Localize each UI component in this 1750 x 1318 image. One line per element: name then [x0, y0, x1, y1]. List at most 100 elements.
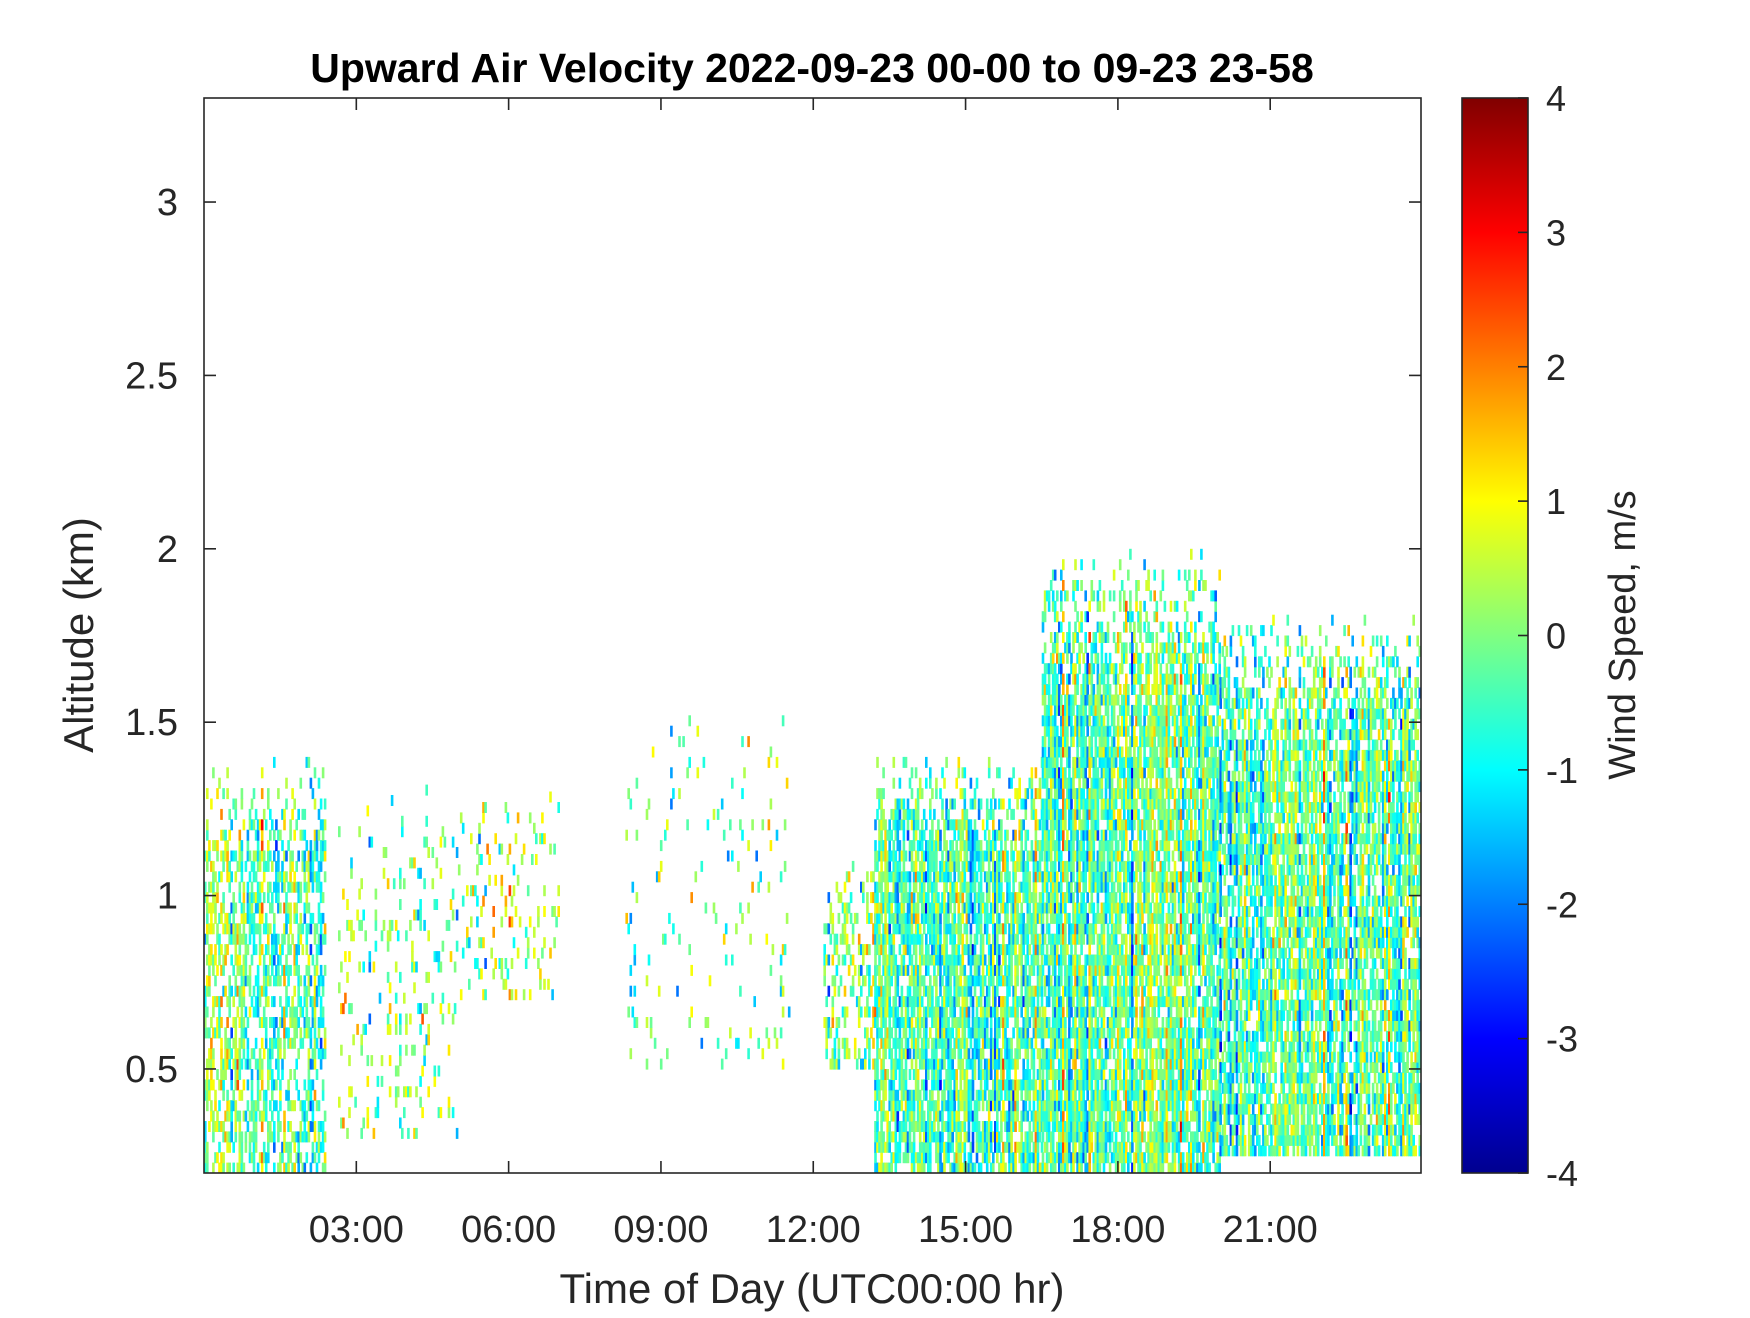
- heatmap-cell: [961, 1121, 965, 1132]
- heatmap-cell: [959, 1048, 963, 1060]
- heatmap-cell: [204, 1121, 207, 1132]
- heatmap-cell: [686, 819, 689, 831]
- heatmap-cell: [482, 802, 485, 813]
- heatmap-cell: [635, 1017, 639, 1028]
- heatmap-cell: [996, 1100, 999, 1112]
- heatmap-cell: [1014, 1162, 1017, 1173]
- heatmap-cell: [916, 933, 920, 945]
- heatmap-cell: [210, 860, 213, 872]
- heatmap-cell: [1064, 860, 1067, 872]
- heatmap-cell: [1070, 1162, 1073, 1173]
- heatmap-cell: [423, 1044, 426, 1056]
- heatmap-cell: [751, 819, 754, 831]
- heatmap-cell: [264, 985, 268, 997]
- heatmap-cell: [1086, 1006, 1089, 1018]
- heatmap-cell: [987, 954, 991, 966]
- heatmap-cell: [303, 1121, 307, 1132]
- heatmap-cell: [1084, 912, 1087, 924]
- heatmap-cell: [989, 902, 993, 914]
- heatmap-cell: [338, 826, 341, 838]
- heatmap-cell: [1068, 767, 1071, 779]
- heatmap-cell: [973, 1027, 977, 1039]
- heatmap-cell: [882, 985, 885, 997]
- heatmap-cell: [1016, 860, 1019, 872]
- heatmap-cell: [433, 899, 437, 910]
- heatmap-cell: [419, 1023, 422, 1035]
- heatmap-cell: [894, 892, 898, 904]
- heatmap-cell: [947, 871, 950, 883]
- heatmap-cell: [1056, 756, 1059, 768]
- heatmap-cell: [973, 985, 977, 997]
- heatmap-cell: [961, 1162, 965, 1173]
- heatmap-cell: [206, 902, 209, 914]
- heatmap-cell: [716, 808, 720, 820]
- heatmap-cell: [1022, 850, 1025, 862]
- heatmap-cell: [916, 892, 920, 904]
- heatmap-cell: [1064, 840, 1067, 852]
- heatmap-cell: [1060, 860, 1063, 872]
- heatmap-cell: [965, 1017, 969, 1028]
- heatmap-cell: [908, 912, 912, 924]
- heatmap-cell: [289, 1100, 292, 1112]
- heatmap-cell: [1026, 871, 1030, 883]
- heatmap-cell: [293, 1006, 296, 1018]
- heatmap-cell: [890, 829, 893, 841]
- heatmap-cell: [959, 923, 963, 935]
- heatmap-cell: [904, 1121, 908, 1132]
- heatmap-cell: [459, 812, 463, 824]
- heatmap-cell: [886, 1121, 889, 1132]
- heatmap-cell: [388, 930, 392, 942]
- heatmap-cell: [937, 923, 940, 935]
- heatmap-cell: [894, 850, 898, 862]
- heatmap-cell: [220, 1121, 223, 1132]
- heatmap-cell: [445, 919, 449, 931]
- heatmap-cell: [953, 923, 956, 935]
- heatmap-cell: [305, 985, 309, 997]
- heatmap-cell: [747, 902, 750, 914]
- heatmap-cell: [1086, 892, 1089, 904]
- heatmap-cell: [313, 1121, 317, 1132]
- heatmap-cell: [232, 933, 235, 945]
- heatmap-cell: [635, 829, 639, 841]
- heatmap-cell: [843, 1017, 847, 1028]
- heatmap-cell: [874, 1162, 877, 1173]
- heatmap-cell: [904, 1058, 908, 1070]
- heatmap-cell: [1043, 777, 1047, 789]
- heatmap-cell: [951, 1017, 954, 1028]
- heatmap-cell: [971, 1079, 975, 1091]
- heatmap-cell: [900, 902, 904, 914]
- heatmap-cell: [309, 923, 313, 935]
- heatmap-cell: [295, 964, 298, 976]
- heatmap-cell: [1078, 756, 1081, 768]
- heatmap-cell: [348, 1055, 351, 1067]
- heatmap-cell: [1000, 902, 1003, 914]
- heatmap-cell: [431, 847, 435, 858]
- heatmap-cell: [551, 989, 554, 1001]
- heatmap-cell: [925, 964, 928, 976]
- heatmap-cell: [399, 1023, 402, 1035]
- heatmap-cell: [935, 829, 938, 841]
- heatmap-cell: [206, 954, 209, 966]
- heatmap-cell: [252, 871, 256, 883]
- heatmap-cell: [307, 1100, 311, 1112]
- heatmap-cell: [1062, 798, 1065, 810]
- heatmap-cell: [1062, 1100, 1065, 1112]
- heatmap-cell: [896, 1089, 900, 1101]
- heatmap-cell: [1060, 871, 1063, 883]
- heatmap-cell: [949, 975, 952, 987]
- heatmap-cell: [906, 944, 910, 956]
- heatmap-cell: [890, 850, 893, 862]
- heatmap-cell: [910, 1121, 914, 1132]
- heatmap-cell: [283, 1162, 286, 1173]
- heatmap-cell: [890, 1069, 893, 1080]
- heatmap-cell: [218, 954, 221, 966]
- heatmap-cell: [831, 1017, 835, 1028]
- heatmap-cell: [313, 1152, 317, 1164]
- heatmap-cell: [533, 947, 536, 959]
- heatmap-cell: [1012, 1006, 1015, 1018]
- heatmap-cell: [1066, 892, 1069, 904]
- heatmap-cell: [922, 1079, 926, 1091]
- heatmap-cell: [1010, 1079, 1013, 1091]
- heatmap-cell: [275, 1037, 278, 1049]
- heatmap-cell: [992, 996, 995, 1008]
